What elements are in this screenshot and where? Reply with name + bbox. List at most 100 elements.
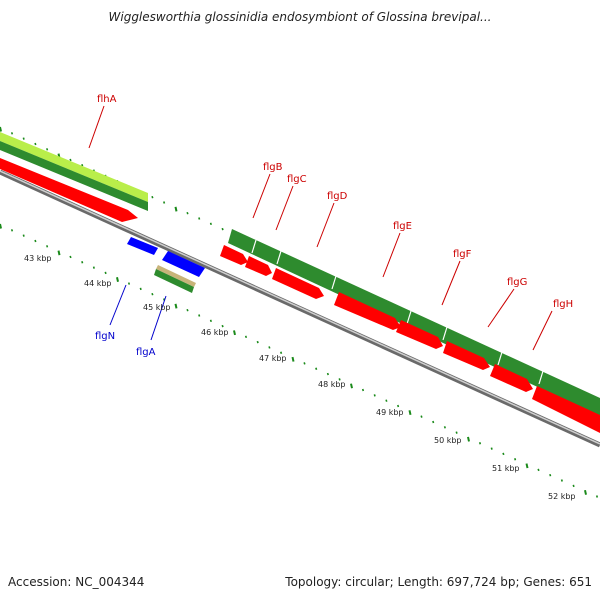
minor-tick — [46, 148, 49, 151]
minor-tick — [385, 399, 388, 402]
minor-tick — [432, 420, 435, 424]
kbp-label: 51 kbp — [492, 464, 520, 473]
minor-tick — [373, 394, 376, 397]
major-tick — [584, 489, 587, 495]
major-tick — [174, 303, 178, 309]
minor-tick — [268, 346, 271, 349]
minor-tick — [478, 442, 482, 445]
minor-tick — [256, 340, 259, 344]
major-tick — [408, 410, 412, 416]
kbp-label: 50 kbp — [434, 436, 462, 445]
minor-tick — [514, 458, 517, 461]
gene-label-flhA: flhA — [97, 94, 117, 105]
gene-labels: flhA flgB flgC flgD flgE flgF flgG flgH flgN flgA — [95, 94, 573, 358]
gene-label-flgE: flgE — [393, 221, 412, 232]
gene-label-flgG: flgG — [507, 277, 527, 288]
gene-label-flgA: flgA — [136, 347, 156, 358]
minor-tick — [303, 362, 306, 365]
flhA-cds-band — [0, 141, 148, 211]
kbp-label: 47 kbp — [259, 354, 287, 363]
minor-tick — [244, 335, 248, 339]
minor-tick — [549, 473, 552, 477]
major-tick — [0, 223, 2, 229]
major-tick — [525, 463, 529, 469]
map-title: Wigglesworthia glossinidia endosymbiont … — [108, 10, 492, 24]
minor-tick — [560, 479, 563, 482]
minor-tick — [10, 132, 14, 135]
minor-tick — [22, 137, 25, 140]
major-tick — [57, 250, 61, 256]
minor-tick — [22, 234, 25, 237]
major-tick — [467, 436, 470, 442]
topology-summary: Topology: circular; Length: 697,724 bp; … — [285, 575, 592, 589]
backbone — [0, 169, 600, 448]
major-tick — [0, 126, 2, 132]
minor-tick — [104, 271, 107, 275]
minor-tick — [127, 282, 131, 285]
kbp-labels: 43 kbp 44 kbp 45 kbp 46 kbp 47 kbp 48 kbp 49 k… — [24, 254, 576, 501]
gene-label-flgC: flgC — [287, 174, 307, 185]
minor-tick — [34, 239, 37, 243]
minor-tick — [198, 217, 201, 220]
leader-flgD — [316, 202, 335, 248]
minor-tick — [34, 142, 37, 146]
flhA-region — [0, 132, 148, 222]
kbp-label: 48 kbp — [318, 380, 346, 389]
minor-tick — [280, 351, 283, 354]
minor-tick — [326, 372, 329, 376]
kbp-label: 44 kbp — [84, 279, 112, 288]
minor-tick — [198, 314, 201, 317]
kbp-label: 43 kbp — [24, 254, 52, 263]
kbp-label: 52 kbp — [548, 492, 576, 501]
major-tick — [291, 356, 295, 362]
minor-tick — [595, 495, 599, 498]
leader-flgG — [487, 288, 515, 328]
minor-tick — [209, 319, 212, 323]
minor-tick — [338, 378, 341, 381]
minor-tick — [139, 287, 142, 291]
minor-tick — [69, 158, 72, 162]
minor-tick — [490, 447, 493, 450]
leader-flgF — [441, 260, 461, 306]
rna-arrows — [220, 245, 600, 433]
minor-tick — [69, 255, 72, 259]
flgA-tan-band — [156, 265, 196, 287]
leader-flgN — [109, 284, 127, 326]
gene-label-flgD: flgD — [327, 191, 348, 202]
major-tick — [174, 206, 178, 212]
yellow-green-band — [0, 132, 148, 202]
minor-tick — [221, 227, 224, 231]
minor-tick — [443, 426, 446, 429]
lower-tick-track — [0, 223, 599, 498]
major-tick — [350, 383, 353, 389]
minor-tick — [572, 484, 575, 488]
gene-label-flgN: flgN — [95, 331, 115, 342]
minor-tick — [10, 229, 14, 232]
leader-flgH — [532, 310, 553, 351]
major-tick — [116, 277, 119, 282]
forward-cds-strip — [228, 229, 600, 416]
minor-tick — [209, 222, 212, 226]
gene-label-flgH: flgH — [553, 299, 573, 310]
kbp-label: 46 kbp — [201, 328, 229, 337]
leader-flgE — [382, 232, 401, 278]
minor-tick — [92, 266, 95, 269]
flgA-green-band — [154, 269, 194, 293]
minor-tick — [46, 245, 49, 248]
minor-tick — [502, 452, 505, 456]
minor-tick — [420, 415, 423, 418]
leader-flhA — [88, 105, 105, 149]
minor-tick — [221, 324, 224, 328]
flhA-rna-arrow — [0, 158, 138, 222]
flgA-arrow-blue — [162, 251, 205, 277]
minor-tick — [455, 431, 458, 434]
minor-tick — [151, 292, 154, 296]
kbp-label: 49 kbp — [376, 408, 404, 417]
minor-tick — [361, 388, 365, 392]
minor-tick — [81, 164, 84, 167]
leader-flgA — [150, 295, 167, 341]
minor-tick — [537, 468, 540, 472]
gene-label-flgB: flgB — [263, 162, 283, 173]
minor-tick — [163, 201, 166, 204]
